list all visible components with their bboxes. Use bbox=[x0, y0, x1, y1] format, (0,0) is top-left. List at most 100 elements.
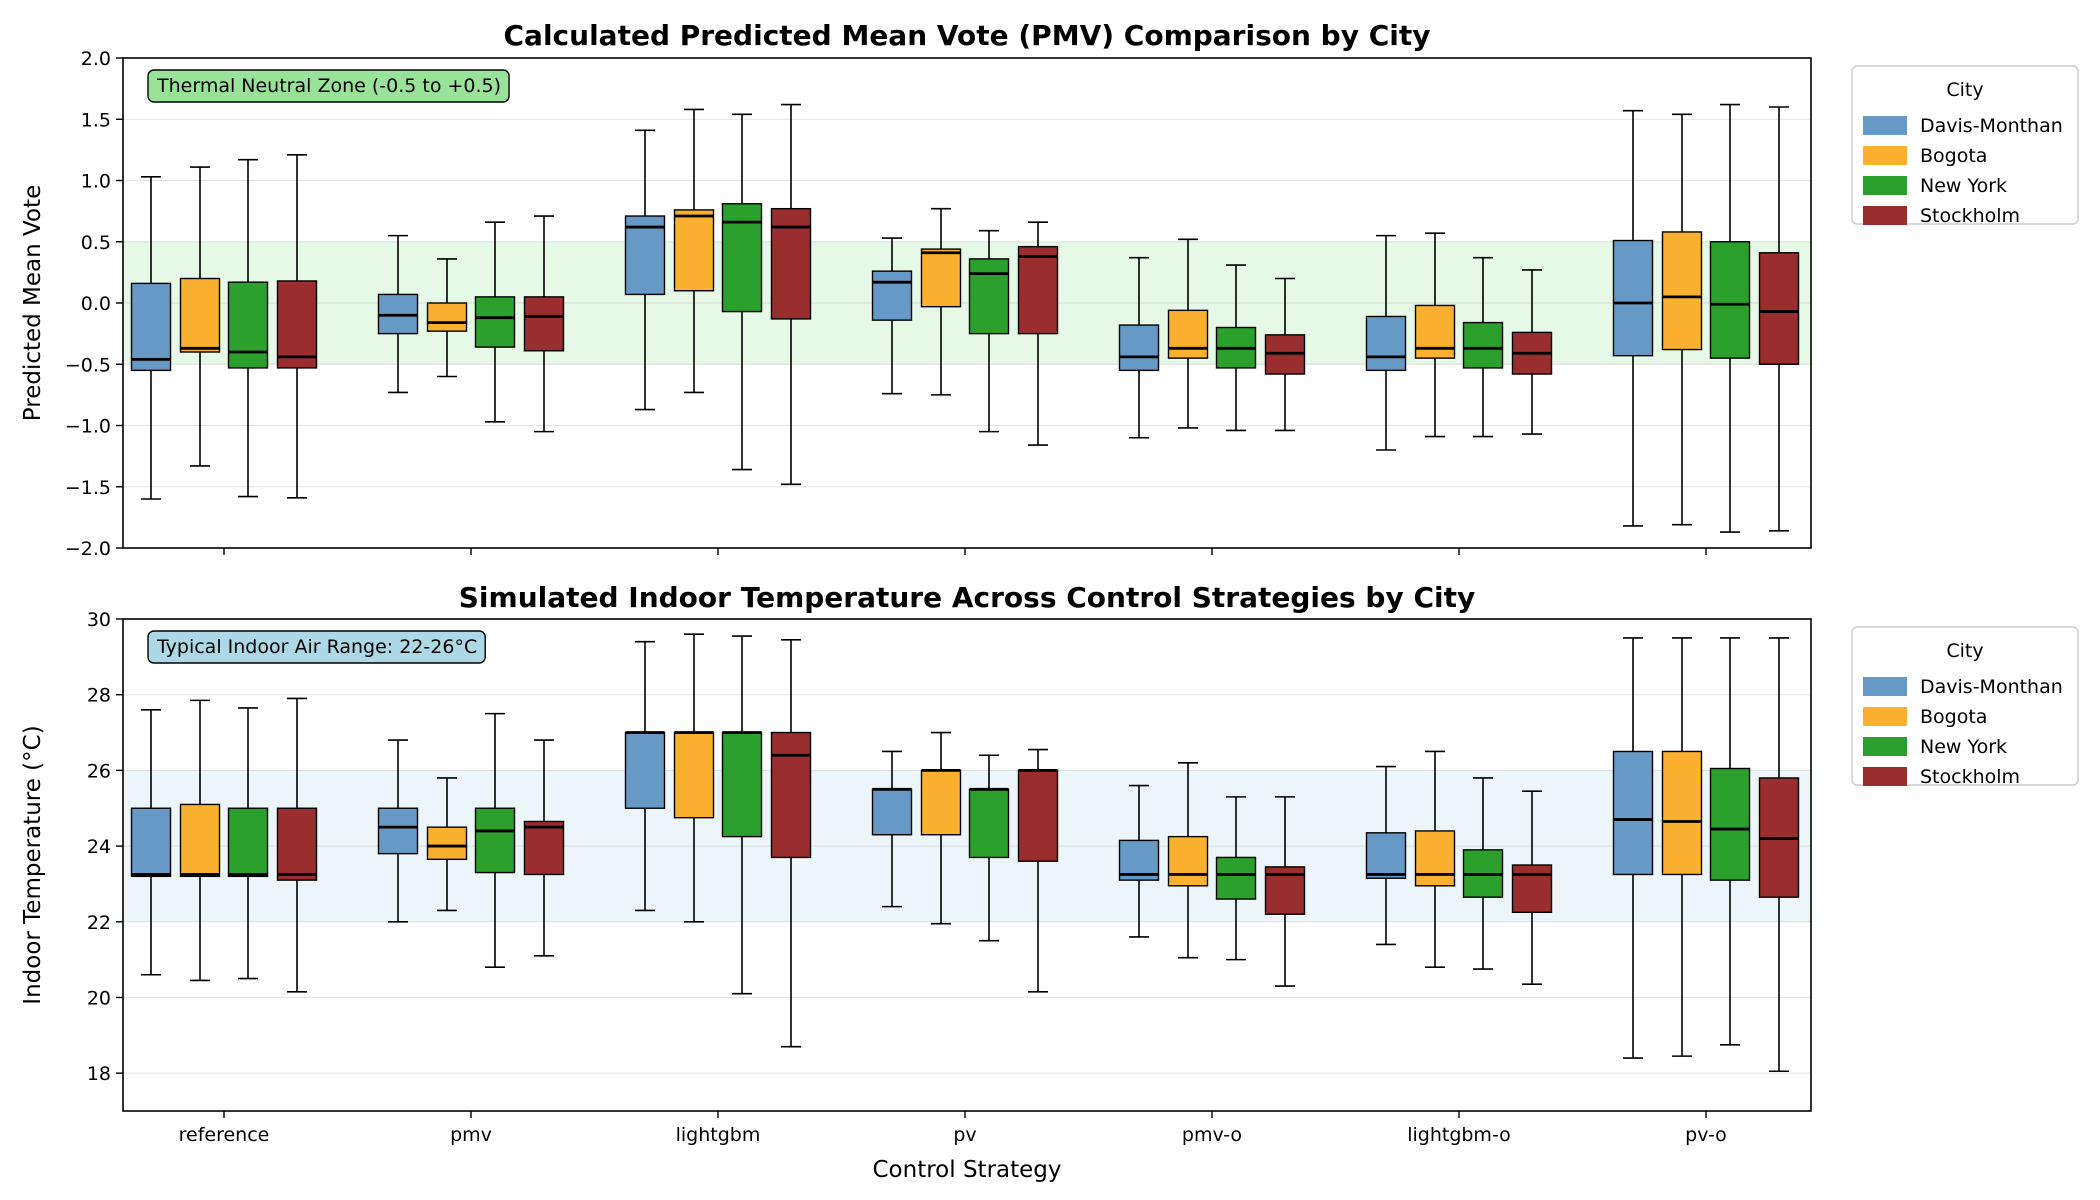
pmv-chart-panel: −2.0 −1.5 −1.0 −0.5 0.0 0.5 1.0 1.5 2.0 Calculate… bbox=[20, 19, 2079, 560]
y-tick-label: 30 bbox=[87, 609, 111, 631]
box-davis-monthan-pmv-o bbox=[1118, 256, 1160, 439]
box-bogota-lightgbm-o bbox=[1414, 750, 1456, 968]
legend-swatch bbox=[1863, 116, 1907, 135]
legend-swatch bbox=[1863, 767, 1907, 786]
iqr-box bbox=[1167, 835, 1209, 887]
box-davis-monthan-pmv bbox=[377, 234, 419, 394]
iqr-box bbox=[624, 215, 666, 296]
iqr-box bbox=[1365, 315, 1407, 372]
y-tick-label: 2.0 bbox=[81, 48, 111, 70]
iqr-box bbox=[770, 207, 812, 320]
box-stockholm-pv bbox=[1017, 748, 1059, 993]
box-stockholm-pv-o bbox=[1758, 637, 1800, 1073]
box-new-york-reference bbox=[227, 158, 269, 498]
y-axis-label: Predicted Mean Vote bbox=[20, 185, 46, 421]
legend-entry-label: Stockholm bbox=[1920, 205, 2020, 227]
iqr-box bbox=[871, 270, 913, 321]
iqr-box bbox=[1414, 830, 1456, 887]
iqr-box bbox=[1612, 750, 1654, 876]
box-new-york-pv bbox=[968, 229, 1010, 433]
box-davis-monthan-lightgbm-o bbox=[1365, 234, 1407, 451]
iqr-box bbox=[227, 807, 269, 878]
legend-entry-label: Bogota bbox=[1920, 706, 1987, 728]
box-davis-monthan-reference bbox=[130, 176, 172, 500]
box-bogota-pmv bbox=[426, 777, 468, 912]
box-bogota-pmv bbox=[426, 258, 468, 378]
y-tick-label: −0.5 bbox=[65, 354, 111, 376]
box-davis-monthan-pv bbox=[871, 237, 913, 395]
box-new-york-pmv bbox=[474, 221, 516, 423]
iqr-box bbox=[770, 731, 812, 859]
y-tick-label: 28 bbox=[87, 685, 111, 707]
y-tick-label: 0.0 bbox=[81, 293, 111, 315]
box-new-york-pmv-o bbox=[1215, 796, 1257, 961]
x-axis-label: Control Strategy bbox=[873, 1157, 1062, 1183]
iqr-box bbox=[1661, 750, 1703, 876]
iqr-box bbox=[1215, 856, 1257, 900]
box-stockholm-pmv-o bbox=[1264, 796, 1306, 987]
x-tick-label: pmv-o bbox=[1182, 1124, 1242, 1146]
annotation-box: Thermal Neutral Zone (-0.5 to +0.5) bbox=[147, 69, 510, 103]
iqr-box bbox=[1414, 304, 1456, 359]
iqr-box bbox=[871, 788, 913, 836]
legend-entry-label: Bogota bbox=[1920, 145, 1987, 167]
box-stockholm-pv bbox=[1017, 221, 1059, 446]
legend-swatch bbox=[1863, 677, 1907, 696]
legend-swatch bbox=[1863, 146, 1907, 165]
box-bogota-reference bbox=[179, 166, 221, 467]
x-tick-label: lightgbm bbox=[676, 1124, 761, 1146]
iqr-box bbox=[474, 296, 516, 348]
box-davis-monthan-reference bbox=[130, 709, 172, 976]
box-davis-monthan-lightgbm bbox=[624, 129, 666, 411]
box-stockholm-reference bbox=[276, 153, 318, 499]
y-tick-label: 18 bbox=[87, 1063, 111, 1085]
box-new-york-lightgbm-o bbox=[1462, 256, 1504, 438]
iqr-box bbox=[179, 803, 221, 878]
y-tick-label: 0.5 bbox=[81, 232, 111, 254]
y-tick-label: 26 bbox=[87, 760, 111, 782]
iqr-box bbox=[1709, 767, 1751, 881]
box-new-york-lightgbm bbox=[721, 113, 763, 471]
box-davis-monthan-lightgbm-o bbox=[1365, 765, 1407, 946]
iqr-box bbox=[1758, 252, 1800, 365]
chart-title: Calculated Predicted Mean Vote (PMV) Com… bbox=[504, 19, 1431, 52]
box-stockholm-lightgbm bbox=[770, 103, 812, 486]
iqr-box bbox=[1365, 832, 1407, 879]
annotation-text: Thermal Neutral Zone (-0.5 to +0.5) bbox=[156, 75, 501, 97]
iqr-box bbox=[1017, 769, 1059, 862]
legend-frame bbox=[1851, 65, 2079, 225]
box-davis-monthan-pmv-o bbox=[1118, 784, 1160, 938]
iqr-box bbox=[227, 281, 269, 369]
iqr-box bbox=[1661, 231, 1703, 351]
iqr-box bbox=[276, 280, 318, 369]
box-stockholm-lightgbm-o bbox=[1511, 269, 1553, 435]
iqr-box bbox=[426, 826, 468, 861]
iqr-box bbox=[1709, 241, 1751, 359]
y-axis-label: Indoor Temperature (°C) bbox=[20, 725, 46, 1004]
box-bogota-pv bbox=[920, 207, 962, 396]
x-tick-label: pv bbox=[953, 1124, 976, 1146]
box-stockholm-pmv bbox=[523, 739, 565, 957]
legend-entry-label: New York bbox=[1920, 175, 2007, 197]
y-tick-label: 1.5 bbox=[81, 109, 111, 131]
box-stockholm-pmv-o bbox=[1264, 277, 1306, 432]
y-tick-label: 24 bbox=[87, 836, 111, 858]
legend-swatch bbox=[1863, 206, 1907, 225]
x-tick-label: reference bbox=[179, 1124, 270, 1146]
box-bogota-lightgbm-o bbox=[1414, 232, 1456, 438]
iqr-box bbox=[523, 296, 565, 352]
y-tick-label: −2.0 bbox=[65, 538, 111, 560]
legend-frame bbox=[1851, 626, 2079, 786]
iqr-box bbox=[474, 807, 516, 874]
iqr-box bbox=[624, 731, 666, 809]
iqr-box bbox=[721, 731, 763, 838]
iqr-box bbox=[673, 731, 715, 819]
box-new-york-pv-o bbox=[1709, 103, 1751, 533]
legend-entry-label: Stockholm bbox=[1920, 766, 2020, 788]
box-stockholm-lightgbm bbox=[770, 639, 812, 1048]
y-tick-label: −1.5 bbox=[65, 477, 111, 499]
iqr-box bbox=[523, 820, 565, 876]
iqr-box bbox=[1167, 309, 1209, 359]
annotation-box: Typical Indoor Air Range: 22-26°C bbox=[147, 630, 486, 664]
